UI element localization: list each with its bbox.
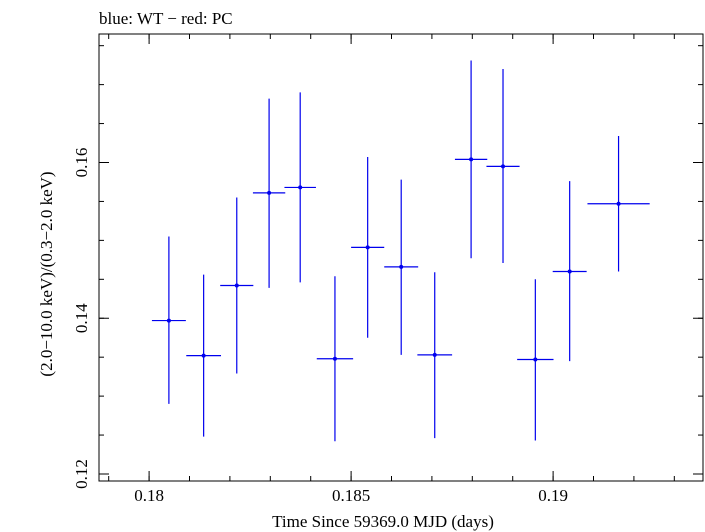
data-point bbox=[552, 181, 587, 362]
x-tick-label: 0.18 bbox=[134, 486, 164, 505]
data-point bbox=[316, 276, 354, 442]
data-point bbox=[486, 69, 520, 263]
data-series bbox=[151, 60, 650, 442]
point-marker bbox=[166, 318, 171, 323]
point-marker bbox=[201, 353, 206, 358]
data-point bbox=[284, 92, 316, 283]
y-tick-label: 0.16 bbox=[72, 148, 91, 178]
point-marker bbox=[501, 164, 506, 169]
data-point bbox=[517, 279, 554, 441]
point-marker bbox=[567, 269, 572, 274]
data-point bbox=[417, 272, 453, 439]
data-point bbox=[220, 197, 254, 374]
data-point bbox=[151, 236, 186, 404]
point-marker bbox=[432, 352, 437, 357]
data-point bbox=[587, 136, 650, 272]
y-tick-label: 0.12 bbox=[72, 459, 91, 489]
axes: 0.18 0.185 0.19 0.12 0.14 0.16 bbox=[72, 34, 703, 505]
x-axis-label: Time Since 59369.0 MJD (days) bbox=[272, 512, 494, 531]
data-point bbox=[454, 60, 488, 259]
data-point bbox=[186, 274, 222, 437]
y-tick-label: 0.14 bbox=[72, 303, 91, 333]
point-marker bbox=[332, 356, 337, 361]
data-point bbox=[384, 179, 419, 355]
point-marker bbox=[267, 190, 272, 195]
point-marker bbox=[234, 283, 239, 288]
point-marker bbox=[298, 185, 303, 190]
point-marker bbox=[533, 357, 538, 362]
x-tick-label: 0.19 bbox=[538, 486, 568, 505]
point-marker bbox=[469, 157, 474, 162]
data-point bbox=[351, 157, 385, 338]
point-marker bbox=[365, 245, 370, 250]
y-axis-label: (2.0−10.0 keV)/(0.3−2.0 keV) bbox=[37, 171, 56, 376]
series-wt bbox=[151, 60, 650, 442]
point-marker bbox=[616, 201, 621, 206]
plot-frame bbox=[98, 33, 704, 482]
chart-title: blue: WT − red: PC bbox=[99, 9, 233, 28]
x-tick-label: 0.185 bbox=[332, 486, 370, 505]
data-point bbox=[252, 98, 286, 288]
point-marker bbox=[399, 264, 404, 269]
